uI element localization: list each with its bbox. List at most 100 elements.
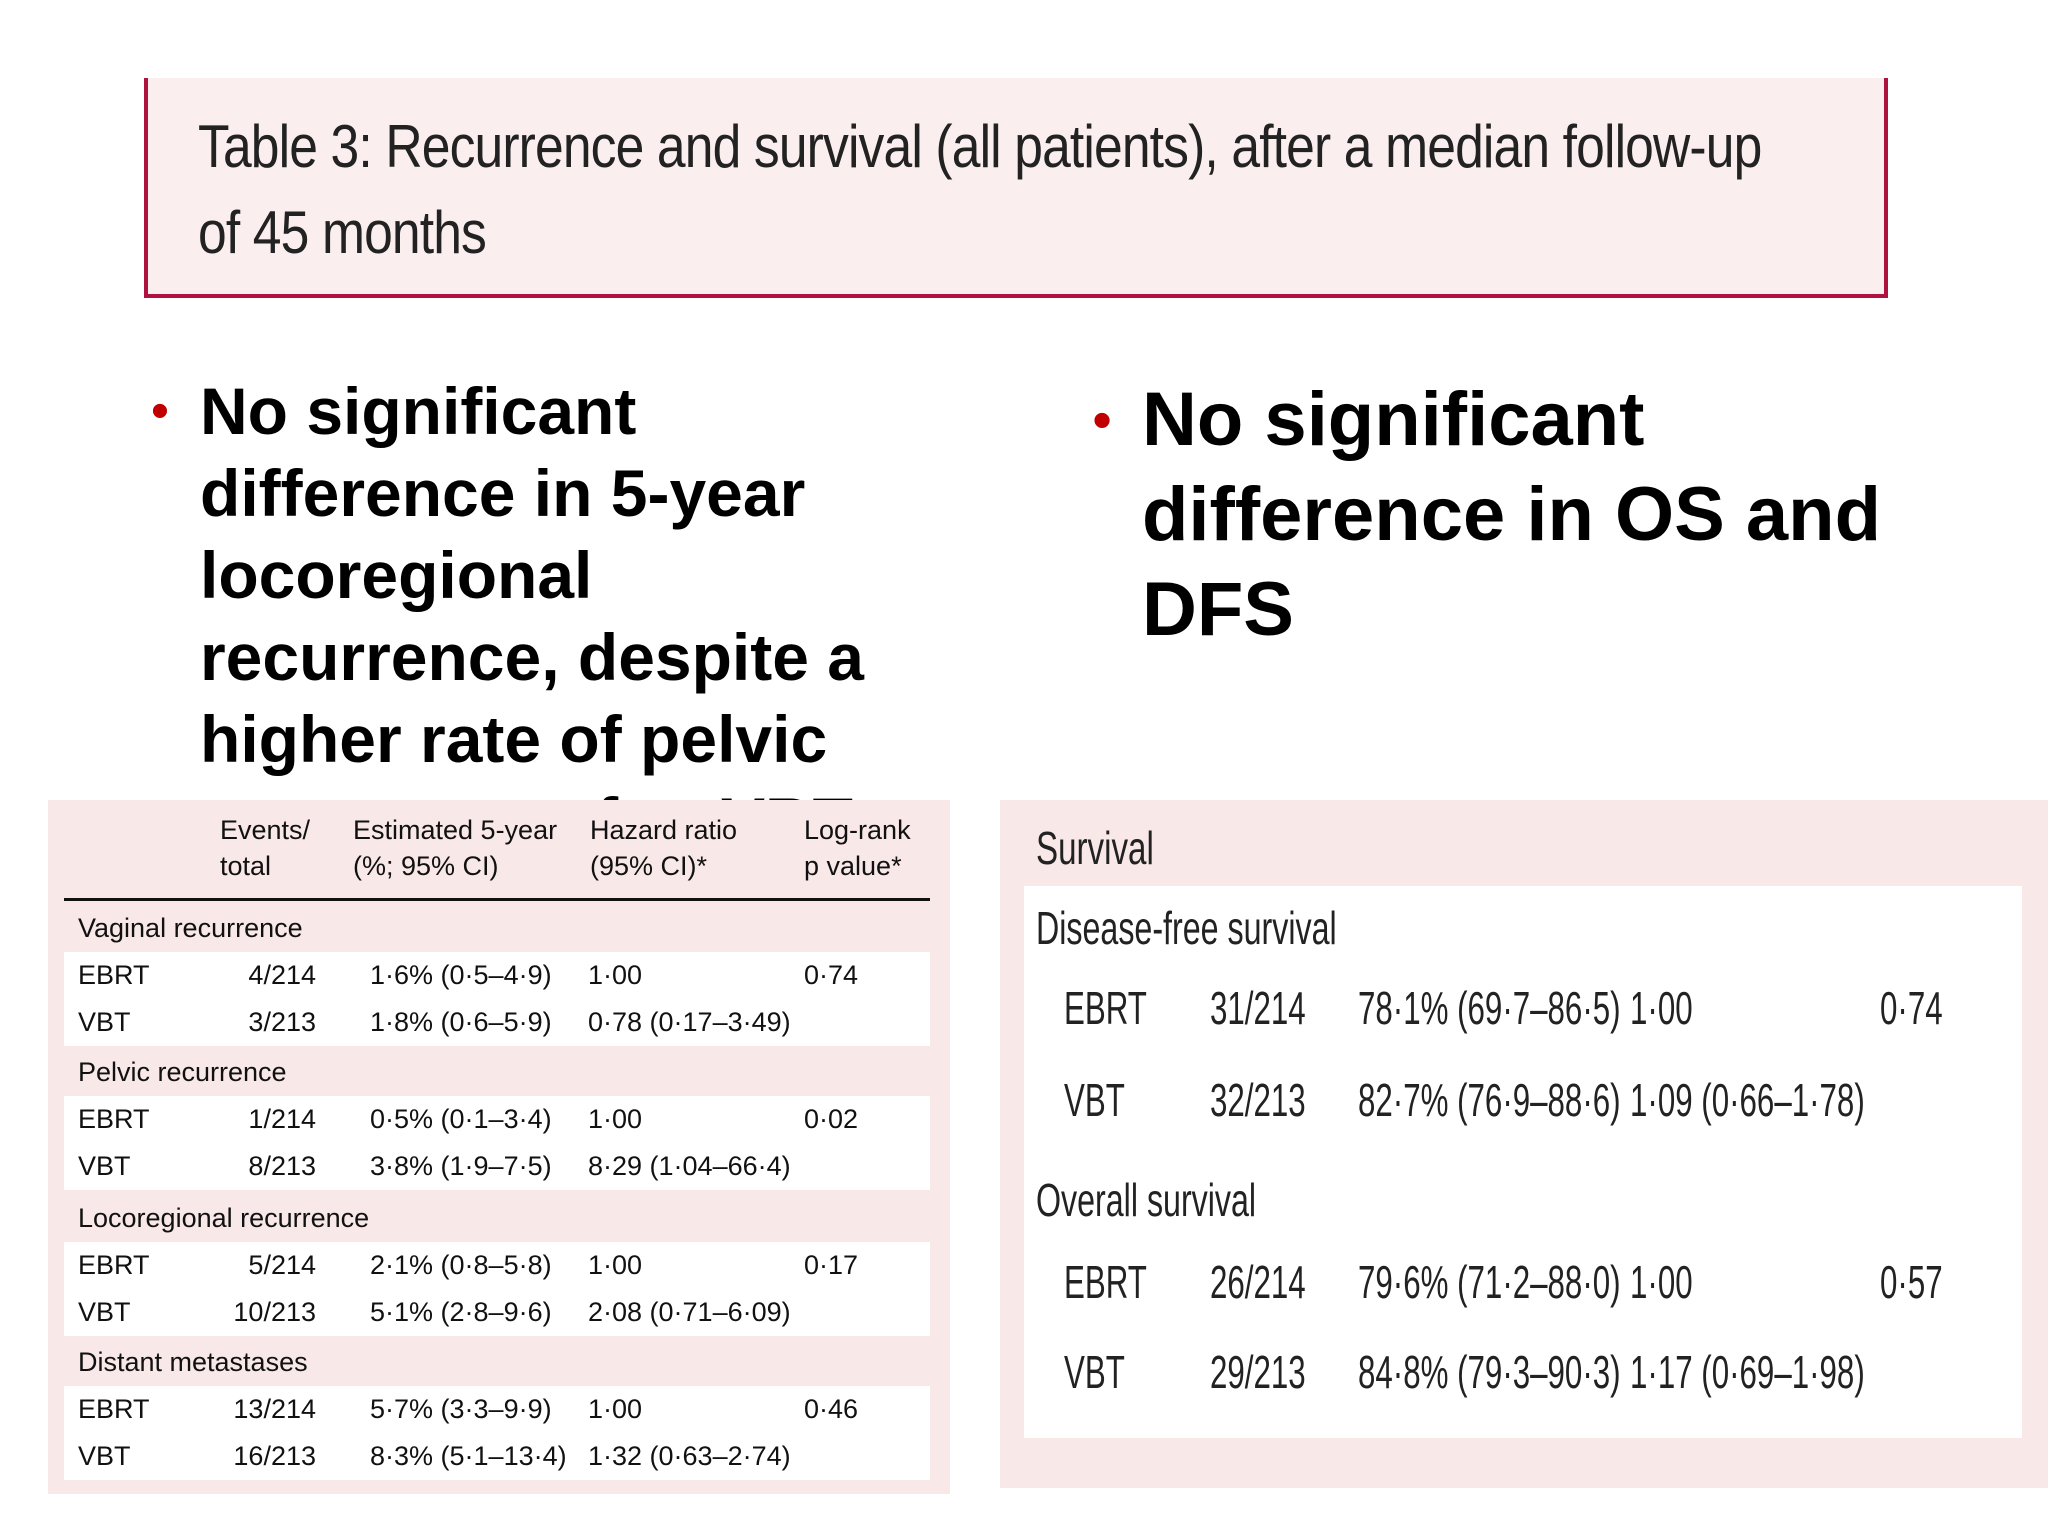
header-estimate: Estimated 5-year bbox=[353, 815, 558, 845]
cell-events: 3/213 bbox=[248, 1007, 316, 1037]
cell-arm: VBT bbox=[78, 1007, 131, 1037]
cell-hazard: 8·29 (1·04–66·4) bbox=[588, 1151, 791, 1181]
table-row: VBT 8/213 3·8% (1·9–7·5) 8·29 (1·04–66·4… bbox=[64, 1143, 930, 1190]
cell-estimate: 2·1% (0·8–5·8) bbox=[370, 1250, 552, 1280]
cell-pvalue: 0·74 bbox=[804, 960, 859, 990]
cell-hazard: 1·00 bbox=[588, 1104, 643, 1134]
group-vaginal: Vaginal recurrence EBRT 4/214 1·6% (0·5–… bbox=[64, 904, 930, 1046]
survival-title: Survival bbox=[1036, 822, 1154, 874]
cell-arm: VBT bbox=[1064, 1074, 1125, 1126]
table-row: VBT 3/213 1·8% (0·6–5·9) 0·78 (0·17–3·49… bbox=[64, 999, 930, 1046]
cell-hazard: 1·09 (0·66–1·78) bbox=[1630, 1074, 1865, 1126]
cell-estimate: 3·8% (1·9–7·5) bbox=[370, 1151, 552, 1181]
cell-estimate: 84·8% (79·3–90·3) bbox=[1358, 1346, 1621, 1398]
cell-arm: EBRT bbox=[1064, 982, 1147, 1034]
group-title: Distant metastases bbox=[78, 1347, 308, 1377]
cell-events: 1/214 bbox=[248, 1104, 316, 1134]
header-events: Events/ bbox=[220, 815, 311, 845]
cell-estimate: 79·6% (71·2–88·0) bbox=[1358, 1256, 1621, 1308]
cell-events: 5/214 bbox=[248, 1250, 316, 1280]
table-caption-box: Table 3: Recurrence and survival (all pa… bbox=[144, 78, 1888, 298]
cell-estimate: 0·5% (0·1–3·4) bbox=[370, 1104, 552, 1134]
bullet-line: locoregional bbox=[200, 538, 593, 612]
group-pelvic: Pelvic recurrence EBRT 1/214 0·5% (0·1–3… bbox=[64, 1048, 930, 1190]
group-title: Pelvic recurrence bbox=[78, 1057, 287, 1087]
table-header: Events/ total Estimated 5-year (%; 95% C… bbox=[48, 812, 950, 896]
cell-arm: VBT bbox=[78, 1297, 131, 1327]
survival-panel: Disease-free survival EBRT 31/214 78·1% … bbox=[1024, 886, 2022, 1438]
survival-table: Survival Disease-free survival EBRT 31/2… bbox=[1000, 800, 2048, 1488]
bullet-line: recurrence, despite a bbox=[200, 620, 864, 694]
cell-arm: EBRT bbox=[78, 960, 150, 990]
cell-arm: EBRT bbox=[78, 1250, 150, 1280]
cell-estimate: 8·3% (5·1–13·4) bbox=[370, 1441, 567, 1471]
table-row: VBT 16/213 8·3% (5·1–13·4) 1·32 (0·63–2·… bbox=[64, 1433, 930, 1480]
bullet-line: No significant bbox=[200, 374, 637, 448]
bullet-dot-icon: • bbox=[150, 382, 170, 440]
bullet-line: No significant bbox=[1142, 377, 1645, 462]
cell-hazard: 1·00 bbox=[588, 1250, 643, 1280]
header-hazard: Hazard ratio bbox=[590, 815, 738, 845]
group-title: Locoregional recurrence bbox=[78, 1203, 370, 1233]
header-logrank: p value* bbox=[804, 851, 902, 881]
cell-hazard: 2·08 (0·71–6·09) bbox=[588, 1297, 791, 1327]
table-caption-line-2: of 45 months bbox=[198, 199, 487, 266]
cell-events: 32/213 bbox=[1210, 1074, 1306, 1126]
header-estimate: (%; 95% CI) bbox=[353, 851, 499, 881]
cell-events: 13/214 bbox=[233, 1394, 316, 1424]
group-title: Disease-free survival bbox=[1036, 902, 1337, 954]
group-distant: Distant metastases EBRT 13/214 5·7% (3·3… bbox=[64, 1338, 930, 1480]
cell-estimate: 1·6% (0·5–4·9) bbox=[370, 960, 552, 990]
cell-hazard: 1·00 bbox=[1630, 982, 1693, 1034]
table-row: EBRT 1/214 0·5% (0·1–3·4) 1·00 0·02 bbox=[64, 1096, 930, 1143]
cell-events: 4/214 bbox=[248, 960, 316, 990]
group-title: Overall survival bbox=[1036, 1174, 1257, 1226]
cell-estimate: 5·7% (3·3–9·9) bbox=[370, 1394, 552, 1424]
cell-pvalue: 0·74 bbox=[1880, 982, 1943, 1034]
cell-events: 29/213 bbox=[1210, 1346, 1306, 1398]
bullet-dot-icon: • bbox=[1092, 388, 1112, 451]
cell-arm: VBT bbox=[78, 1441, 131, 1471]
cell-pvalue: 0·57 bbox=[1880, 1256, 1943, 1308]
cell-hazard: 0·78 (0·17–3·49) bbox=[588, 1007, 791, 1037]
cell-hazard: 1·32 (0·63–2·74) bbox=[588, 1441, 791, 1471]
cell-arm: EBRT bbox=[78, 1104, 150, 1134]
header-rule bbox=[64, 898, 930, 901]
header-events: total bbox=[220, 851, 272, 881]
group-title: Vaginal recurrence bbox=[78, 913, 303, 943]
cell-arm: VBT bbox=[78, 1151, 131, 1181]
cell-estimate: 5·1% (2·8–9·6) bbox=[370, 1297, 552, 1327]
table-row: EBRT 26/214 79·6% (71·2–88·0) 1·00 0·57 bbox=[1024, 1252, 2022, 1312]
group-locoregional: Locoregional recurrence EBRT 5/214 2·1% … bbox=[64, 1194, 930, 1336]
bullet-text: No significant difference in 5-year loco… bbox=[200, 370, 864, 800]
bullet-line: difference in OS and bbox=[1142, 472, 1882, 557]
cell-events: 10/213 bbox=[233, 1297, 316, 1327]
table-row: VBT 32/213 82·7% (76·9–88·6) 1·09 (0·66–… bbox=[1024, 1070, 2022, 1130]
table-row: VBT 29/213 84·8% (79·3–90·3) 1·17 (0·69–… bbox=[1024, 1342, 2022, 1402]
cell-events: 26/214 bbox=[1210, 1256, 1306, 1308]
bullet-item: • No significant difference in OS and DF… bbox=[1062, 372, 2002, 657]
table-row: EBRT 4/214 1·6% (0·5–4·9) 1·00 0·74 bbox=[64, 952, 930, 999]
table-caption-line-1: Table 3: Recurrence and survival (all pa… bbox=[198, 113, 1762, 180]
cell-arm: EBRT bbox=[1064, 1256, 1147, 1308]
cell-estimate: 82·7% (76·9–88·6) bbox=[1358, 1074, 1621, 1126]
bullet-line: difference in 5-year bbox=[200, 456, 806, 530]
bullet-item: • No significant difference in 5-year lo… bbox=[120, 370, 940, 800]
cell-arm: EBRT bbox=[78, 1394, 150, 1424]
table-row: EBRT 5/214 2·1% (0·8–5·8) 1·00 0·17 bbox=[64, 1242, 930, 1289]
bullet-line: DFS bbox=[1142, 567, 1294, 652]
right-bullet-list: • No significant difference in OS and DF… bbox=[1062, 372, 2002, 657]
cell-hazard: 1·17 (0·69–1·98) bbox=[1630, 1346, 1865, 1398]
cell-hazard: 1·00 bbox=[588, 960, 643, 990]
bullet-text: No significant difference in OS and DFS bbox=[1142, 372, 1881, 657]
cell-hazard: 1·00 bbox=[1630, 1256, 1693, 1308]
bullet-line: higher rate of pelvic bbox=[200, 702, 828, 776]
bullet-line: recurrence after VBT bbox=[200, 780, 864, 800]
table-row: VBT 10/213 5·1% (2·8–9·6) 2·08 (0·71–6·0… bbox=[64, 1289, 930, 1336]
table-row: EBRT 31/214 78·1% (69·7–86·5) 1·00 0·74 bbox=[1024, 978, 2022, 1038]
header-hazard: (95% CI)* bbox=[590, 851, 708, 881]
table-row: EBRT 13/214 5·7% (3·3–9·9) 1·00 0·46 bbox=[64, 1386, 930, 1433]
cell-estimate: 1·8% (0·6–5·9) bbox=[370, 1007, 552, 1037]
recurrence-table: Events/ total Estimated 5-year (%; 95% C… bbox=[48, 800, 950, 1494]
cell-pvalue: 0·17 bbox=[804, 1250, 859, 1280]
